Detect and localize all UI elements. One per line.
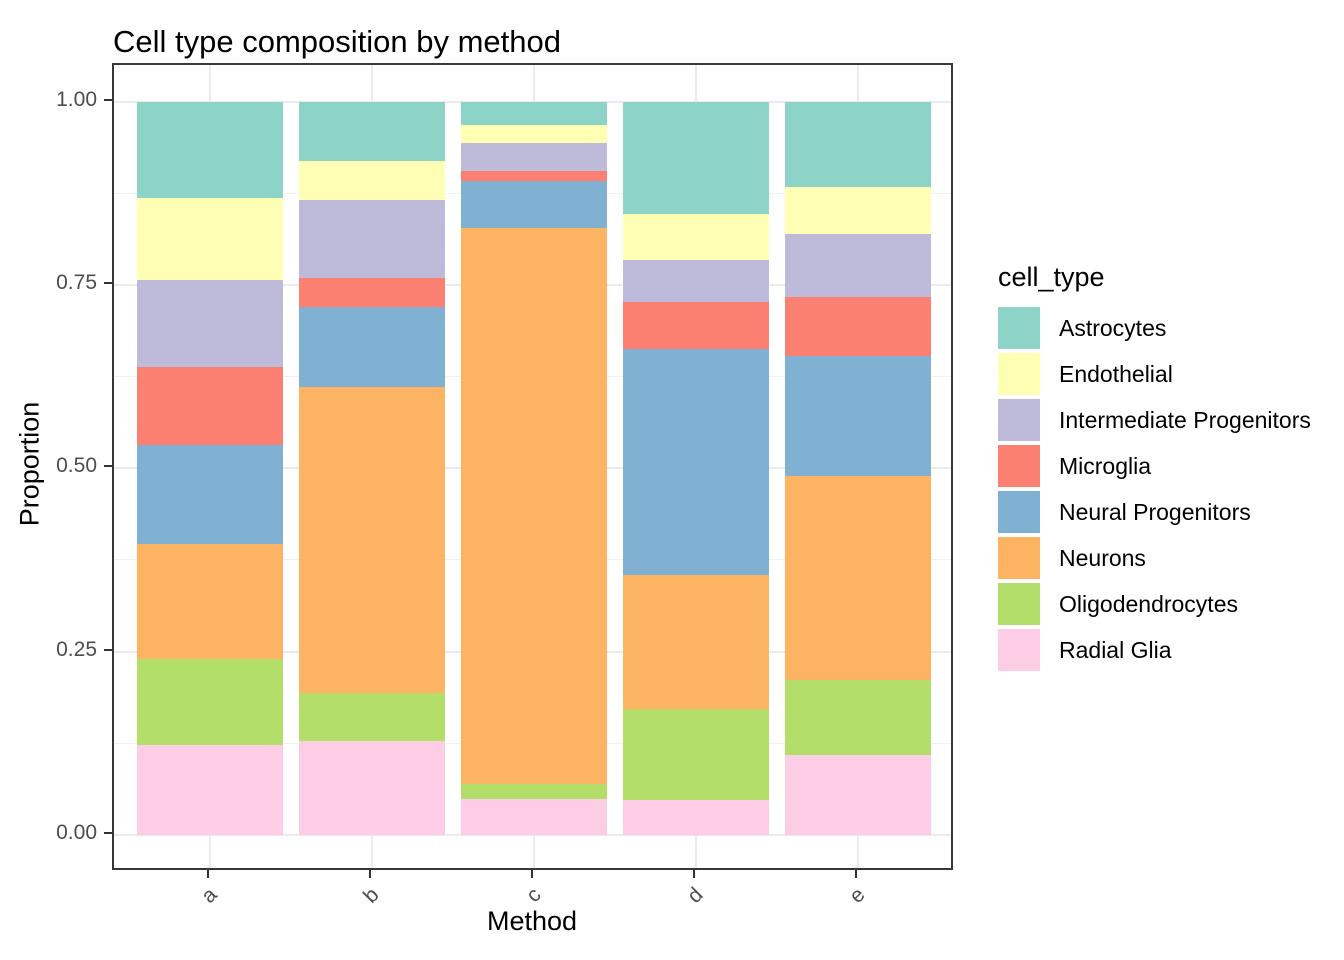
- legend-label-astrocytes: Astrocytes: [1059, 314, 1167, 341]
- bar-segment-b-intermediate-progenitors: [298, 199, 445, 278]
- bar-segment-a-radial-glia: [136, 744, 283, 835]
- bar-segment-c-neurons: [460, 227, 607, 784]
- legend-label-radial-glia: Radial Glia: [1059, 636, 1172, 663]
- legend-title: cell_type: [998, 262, 1105, 292]
- bar-segment-c-neural-progenitors: [460, 180, 607, 228]
- y-tick-0.50: [104, 465, 112, 468]
- bar-segment-d-oligodendrocytes: [622, 708, 769, 800]
- bar-segment-a-endothelial: [136, 198, 283, 280]
- bar-segment-c-intermediate-progenitors: [460, 143, 607, 172]
- bar-c: [460, 101, 607, 836]
- bar-segment-d-microglia: [622, 302, 769, 350]
- x-tick-label-e: e: [844, 883, 870, 908]
- legend-entry-endothelial: Endothelial: [998, 353, 1338, 395]
- legend-swatch-endothelial: [998, 353, 1040, 395]
- y-tick-0.25: [104, 648, 112, 651]
- bar-segment-b-radial-glia: [298, 741, 445, 835]
- x-tick-label-b: b: [358, 883, 384, 908]
- legend-swatch-neural-progenitors: [998, 491, 1040, 533]
- legend: cell_type Astrocytes Endothelial Intermedi…: [998, 262, 1338, 675]
- bar-segment-d-endothelial: [622, 214, 769, 260]
- bar-segment-a-intermediate-progenitors: [136, 279, 283, 367]
- bar-segment-b-neurons: [298, 386, 445, 693]
- bar-segment-e-radial-glia: [784, 755, 931, 835]
- bar-segment-e-neural-progenitors: [784, 356, 931, 476]
- legend-swatch-neurons: [998, 537, 1040, 579]
- bar-segment-c-radial-glia: [460, 799, 607, 835]
- legend-label-neural-progenitors: Neural Progenitors: [1059, 498, 1251, 525]
- y-tick-label-0.00: 0.00: [56, 821, 97, 844]
- y-tick-label-0.25: 0.25: [56, 637, 97, 661]
- legend-entry-oligodendrocytes: Oligodendrocytes: [998, 583, 1338, 625]
- legend-swatch-oligodendrocytes: [998, 583, 1040, 625]
- legend-entry-microglia: Microglia: [998, 445, 1338, 487]
- y-axis-title: Proportion: [14, 401, 45, 527]
- bar-segment-a-neural-progenitors: [136, 444, 283, 544]
- bar-segment-b-microglia: [298, 277, 445, 307]
- legend-entry-neural-progenitors: Neural Progenitors: [998, 491, 1338, 533]
- y-tick-label-0.50: 0.50: [56, 454, 97, 478]
- x-tick-label-a: a: [196, 883, 222, 908]
- legend-entry-astrocytes: Astrocytes: [998, 307, 1338, 349]
- legend-entries: Astrocytes Endothelial Intermediate Progen…: [998, 307, 1338, 671]
- bar-segment-a-neurons: [136, 543, 283, 659]
- legend-swatch-astrocytes: [998, 307, 1040, 349]
- bar-segment-e-endothelial: [784, 186, 931, 234]
- x-tick-e: [854, 870, 857, 878]
- bar-segment-b-oligodendrocytes: [298, 692, 445, 742]
- legend-entry-neurons: Neurons: [998, 537, 1338, 579]
- bar-segment-b-neural-progenitors: [298, 306, 445, 387]
- bar-a: [136, 101, 283, 836]
- legend-label-neurons: Neurons: [1059, 544, 1146, 571]
- bar-segment-a-oligodendrocytes: [136, 658, 283, 745]
- bar-segment-d-radial-glia: [622, 799, 769, 835]
- bar-segment-e-astrocytes: [784, 101, 931, 187]
- y-tick-0.00: [104, 832, 112, 834]
- legend-label-microglia: Microglia: [1059, 452, 1152, 479]
- plot-panel: [112, 63, 953, 870]
- x-axis-title: Method: [486, 906, 578, 936]
- y-tick-label-1.00: 1.00: [56, 87, 97, 111]
- legend-entry-radial-glia: Radial Glia: [998, 629, 1338, 671]
- bar-segment-c-astrocytes: [460, 101, 607, 125]
- plot-title: Cell type composition by method: [113, 24, 562, 59]
- bar-e: [784, 101, 931, 836]
- legend-label-endothelial: Endothelial: [1059, 360, 1173, 387]
- legend-swatch-microglia: [998, 445, 1040, 487]
- bar-segment-e-neurons: [784, 475, 931, 681]
- bar-segment-e-microglia: [784, 296, 931, 356]
- bar-segment-d-astrocytes: [622, 101, 769, 215]
- x-tick-c: [530, 870, 533, 878]
- bar-b: [298, 101, 445, 836]
- bar-segment-c-microglia: [460, 171, 607, 181]
- bar-segment-e-oligodendrocytes: [784, 680, 931, 755]
- bar-segment-e-intermediate-progenitors: [784, 233, 931, 297]
- bar-segment-b-astrocytes: [298, 101, 445, 161]
- bar-segment-c-endothelial: [460, 124, 607, 144]
- bar-segment-b-endothelial: [298, 160, 445, 200]
- bar-segment-d-neural-progenitors: [622, 349, 769, 575]
- bar-segment-a-astrocytes: [136, 101, 283, 199]
- bar-segment-a-microglia: [136, 367, 283, 445]
- y-tick-0.75: [104, 281, 112, 284]
- x-tick-label-d: d: [682, 883, 708, 908]
- legend-swatch-radial-glia: [998, 629, 1040, 671]
- legend-label-intermediate-progenitors: Intermediate Progenitors: [1059, 406, 1311, 433]
- x-tick-b: [368, 870, 371, 878]
- x-tick-a: [206, 870, 209, 878]
- y-tick-label-0.75: 0.75: [56, 270, 97, 294]
- bar-segment-c-oligodendrocytes: [460, 783, 607, 799]
- bar-d: [622, 101, 769, 836]
- legend-label-oligodendrocytes: Oligodendrocytes: [1059, 590, 1238, 617]
- bar-segment-d-neurons: [622, 574, 769, 709]
- legend-entry-intermediate-progenitors: Intermediate Progenitors: [998, 399, 1338, 441]
- x-tick-d: [692, 870, 695, 878]
- legend-swatch-intermediate-progenitors: [998, 399, 1040, 441]
- y-tick-1.00: [104, 98, 112, 101]
- bar-segment-d-intermediate-progenitors: [622, 259, 769, 303]
